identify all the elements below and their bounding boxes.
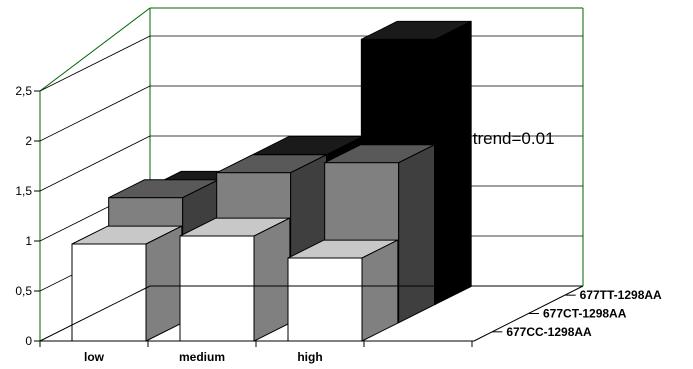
bar-side — [398, 143, 436, 324]
floor-left-edge — [39, 285, 151, 342]
y-tick-label: 2,5 — [15, 84, 32, 98]
x-tick-label: low — [84, 350, 105, 364]
y-tick-label: 1,5 — [15, 184, 32, 198]
bars — [71, 20, 472, 342]
floor-right-edge — [473, 285, 584, 342]
x-tick-label: medium — [179, 350, 225, 364]
bar-front — [179, 235, 255, 342]
bar — [287, 239, 399, 342]
bar-side — [145, 225, 183, 342]
bar-side — [361, 239, 399, 342]
side-wall-gridline — [39, 85, 151, 142]
bar-front — [71, 243, 147, 342]
bar — [179, 217, 291, 342]
y-tick-label: 2 — [25, 134, 32, 148]
p-trend-annotation: P trend=0.01 — [457, 129, 555, 148]
depth-label: 677CC-1298AA — [506, 325, 592, 339]
side-wall-gridline — [39, 135, 151, 192]
axes — [34, 90, 584, 347]
side-wall-gridline — [39, 35, 151, 92]
bar — [71, 225, 183, 342]
y-tick-label: 0 — [25, 334, 32, 348]
labels: 0 0,5 1 1,5 2 2,5 low medium high 677CC-1298AA 677… — [15, 84, 662, 364]
bar-side — [253, 217, 291, 342]
depth-label: 677CT-1298AA — [543, 307, 627, 321]
chart-walls — [39, 7, 584, 341]
side-wall-top-edge — [39, 7, 151, 92]
depth-label: 677TT-1298AA — [580, 288, 662, 302]
y-tick-label: 1 — [25, 234, 32, 248]
x-tick-label: high — [297, 350, 322, 364]
bar-front — [287, 257, 363, 342]
y-tick-label: 0,5 — [15, 284, 32, 298]
bar-side — [434, 20, 472, 306]
